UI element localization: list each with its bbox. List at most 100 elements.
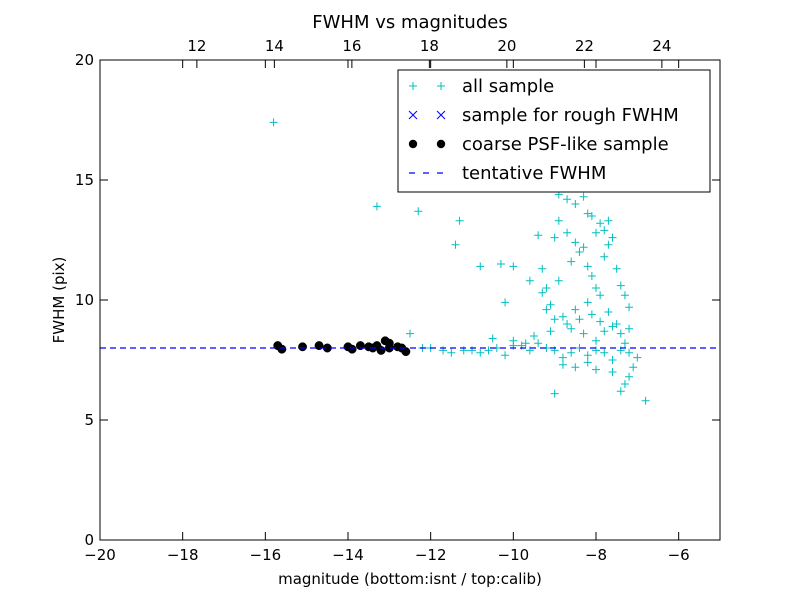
all-sample-point [625,324,634,333]
legend-label: sample for rough FWHM [462,105,679,126]
all-sample-point [583,262,592,271]
all-sample-point [525,346,534,355]
all-sample-point [600,226,609,235]
all-sample-point [604,216,613,225]
all-sample-point [550,233,559,242]
plot-area [100,118,720,405]
psf-like-point [380,336,390,346]
x-tick-label: −18 [167,546,199,564]
all-sample-point [558,312,567,321]
all-sample-point [579,192,588,201]
all-sample-point [476,348,485,357]
top-tick-label: 18 [420,37,439,55]
all-sample-point [596,219,605,228]
legend: all sample sample for rough FWHM coarse PS… [397,69,711,193]
all-sample-point [620,380,629,388]
y-tick-label: 0 [84,531,94,549]
all-sample-point [579,243,588,252]
psf-like-point [347,344,357,354]
all-sample-point [542,305,551,314]
legend-marker-all-sample [437,82,445,90]
all-sample-point [641,396,650,405]
legend-marker-psf-like [408,139,418,149]
x-tick-label: −8 [585,546,607,564]
all-sample-point [587,310,596,319]
all-sample-point [625,348,634,357]
all-sample-point [455,216,464,225]
all-sample-point [546,300,555,309]
axes-layer: −20 −18 −16 −14 −12 −10 −8 −6 12 14 16 18 20 22 24 0 5 10… [75,37,720,564]
all-sample-point [558,353,567,362]
all-sample-point [372,202,381,211]
all-sample-point [612,264,621,273]
all-sample-point [538,288,547,297]
all-sample-point [571,363,580,372]
all-sample-point [575,248,584,256]
all-sample-point [488,334,497,343]
legend-marker-all-sample [409,82,417,90]
y-tick-label: 10 [75,291,94,309]
all-sample-point [587,212,596,220]
x-tick-label: −10 [498,546,530,564]
all-sample-point [414,207,423,216]
legend-marker-rough-fwhm [436,110,446,120]
all-sample-point [608,233,617,242]
all-sample-point [509,336,518,345]
all-sample-point [538,264,547,273]
all-sample-point [571,238,580,247]
y-tick-label: 5 [84,411,94,429]
all-sample-point [608,368,617,376]
x-tick-label: −6 [668,546,690,564]
all-sample-point [484,346,493,355]
all-sample-point [583,209,592,218]
all-sample-point [620,291,629,300]
x-tick-label: −14 [332,546,364,564]
all-sample-point [583,358,592,367]
all-sample-point [620,339,629,348]
all-sample-point [476,262,485,271]
all-sample-point [592,284,600,292]
all-sample-point [600,348,609,357]
all-sample-point [604,308,613,316]
legend-marker-psf-like [436,139,446,149]
all-sample-point [625,303,634,312]
all-sample-point [563,320,572,328]
psf-like-point [277,344,287,354]
all-sample-point [583,298,592,307]
all-sample-point [612,320,621,328]
all-sample-point [571,200,580,208]
top-tick-label: 22 [575,37,594,55]
all-sample-point [563,228,572,237]
all-sample-point [563,195,572,204]
all-sample-point [571,305,580,314]
all-sample-point [567,324,576,333]
all-sample-point [596,291,605,300]
all-sample-point [600,252,609,261]
all-sample-point [600,327,609,336]
all-sample-point [592,336,600,345]
legend-label: tentative FWHM [462,163,606,184]
psf-like-point [298,342,307,352]
all-sample-point [496,260,505,268]
all-sample-point [575,315,584,324]
all-sample-point [616,281,625,290]
top-tick-label: 24 [652,37,671,55]
y-tick-label: 15 [75,171,94,189]
all-sample-point [509,262,518,271]
all-sample-point [451,240,460,249]
all-sample-point [625,372,634,381]
plot-layer [100,118,720,405]
all-sample-point [534,231,543,240]
all-sample-point [554,216,563,225]
all-sample-point [583,351,592,360]
all-sample-point [629,363,638,372]
y-tick-label: 20 [75,51,94,69]
top-tick-label: 16 [342,37,361,55]
x-tick-label: −12 [415,546,447,564]
x-tick-label: −16 [250,546,282,564]
all-sample-point [550,389,559,398]
top-tick-label: 20 [497,37,516,55]
all-sample-point [501,351,510,360]
all-sample-point [608,322,617,331]
